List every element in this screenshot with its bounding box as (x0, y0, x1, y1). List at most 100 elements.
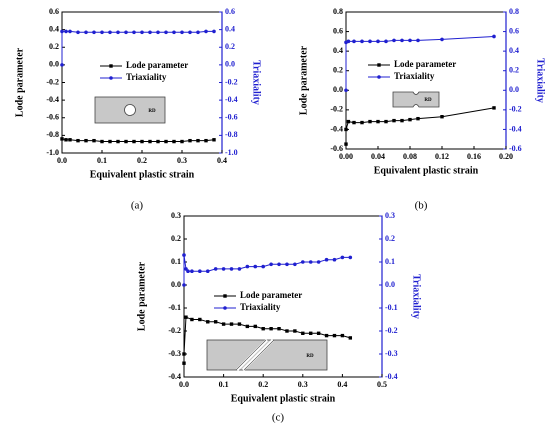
marker (344, 127, 348, 132)
x-tick-label: 0.3 (177, 156, 187, 165)
marker (196, 30, 200, 35)
inset-specimen (392, 91, 440, 108)
marker (213, 320, 218, 324)
marker (368, 39, 372, 44)
marker (360, 120, 364, 125)
marker (164, 30, 168, 35)
marker (392, 118, 396, 123)
marker (308, 260, 313, 264)
marker (340, 333, 345, 338)
y2-tick-label: 0.4 (509, 46, 519, 55)
panel-label: (b) (415, 200, 428, 212)
marker (60, 137, 64, 141)
marker (84, 30, 88, 35)
marker (245, 324, 250, 329)
x-tick-label: 0.12 (435, 152, 449, 161)
marker (293, 329, 297, 333)
y-tick-label: 0.2 (49, 42, 59, 51)
marker (352, 120, 356, 125)
y-tick-label: 0.6 (49, 7, 59, 16)
marker (172, 139, 176, 144)
inset-label: RD (424, 98, 432, 103)
marker (68, 138, 72, 142)
marker (132, 30, 136, 35)
marker (269, 262, 273, 267)
marker (316, 331, 321, 335)
marker (277, 262, 281, 267)
marker (76, 30, 80, 35)
marker (229, 267, 234, 271)
inset-label: RD (306, 354, 314, 359)
y-axis-label: Lode parameter (14, 47, 25, 117)
y-tick-label: -0.4 (168, 372, 181, 381)
marker (269, 327, 273, 331)
marker (60, 29, 64, 34)
y2-tick-label: 0.6 (509, 26, 519, 35)
marker (190, 317, 194, 322)
y2-tick-label: -0.2 (385, 326, 398, 335)
marker (348, 336, 353, 340)
y2-tick-label: 0.2 (509, 66, 519, 75)
y-tick-label: 0.4 (49, 24, 59, 33)
marker (60, 63, 64, 67)
marker (352, 39, 356, 44)
x-tick-label: 0.2 (258, 380, 268, 389)
legend-label: Triaxiality (394, 71, 435, 81)
y2-axis-label: Triaxiality (411, 274, 422, 319)
x-tick-label: 0.00 (339, 152, 353, 161)
x-axis-label: Equivalent plastic strain (374, 165, 479, 176)
y-tick-label: 0.0 (333, 85, 343, 94)
marker (164, 139, 168, 144)
marker (344, 88, 348, 93)
x-tick-label: 0.16 (467, 152, 481, 161)
y-tick-label: -0.8 (46, 130, 59, 139)
y-tick-label: -0.6 (330, 144, 343, 153)
marker (285, 329, 289, 333)
y2-tick-label: -1.0 (225, 148, 238, 157)
marker (316, 260, 321, 264)
marker (368, 119, 372, 124)
series-line (61, 30, 214, 65)
y-tick-label: 0.2 (171, 234, 181, 243)
y-tick-label: 0.6 (333, 26, 343, 35)
marker (116, 139, 120, 144)
y-axis-label: Lode parameter (136, 261, 147, 331)
marker (204, 138, 208, 143)
x-tick-label: 0.0 (179, 380, 189, 389)
y-tick-label: 0.4 (333, 46, 343, 55)
marker (198, 317, 202, 322)
marker (213, 267, 218, 271)
marker (408, 117, 412, 122)
marker (348, 255, 353, 260)
marker (340, 255, 345, 260)
x-tick-label: 0.04 (371, 152, 385, 161)
marker (324, 333, 329, 338)
marker (182, 253, 186, 257)
legend-label: Triaxiality (126, 72, 167, 82)
marker (172, 30, 176, 35)
marker (124, 139, 128, 144)
marker (440, 37, 444, 42)
y2-tick-label: 0.6 (225, 7, 235, 16)
marker (384, 39, 388, 44)
marker (182, 283, 186, 287)
x-tick-label: 0.4 (337, 380, 347, 389)
y2-tick-label: 0.3 (385, 211, 395, 220)
y2-axis-label: Triaxiality (251, 60, 262, 105)
marker (186, 269, 190, 274)
x-tick-label: 0.1 (97, 156, 107, 165)
marker (108, 30, 112, 35)
panel-label: (c) (272, 412, 285, 424)
marker (148, 139, 152, 144)
x-tick-label: 0.1 (219, 380, 229, 389)
marker (92, 30, 96, 35)
marker (346, 39, 351, 44)
y2-tick-label: -0.2 (509, 105, 522, 114)
marker (124, 30, 128, 35)
marker (212, 29, 216, 34)
marker (253, 324, 257, 329)
marker (416, 116, 420, 121)
legend-label: Triaxiality (240, 302, 281, 312)
y-tick-label: 0.3 (171, 211, 181, 220)
